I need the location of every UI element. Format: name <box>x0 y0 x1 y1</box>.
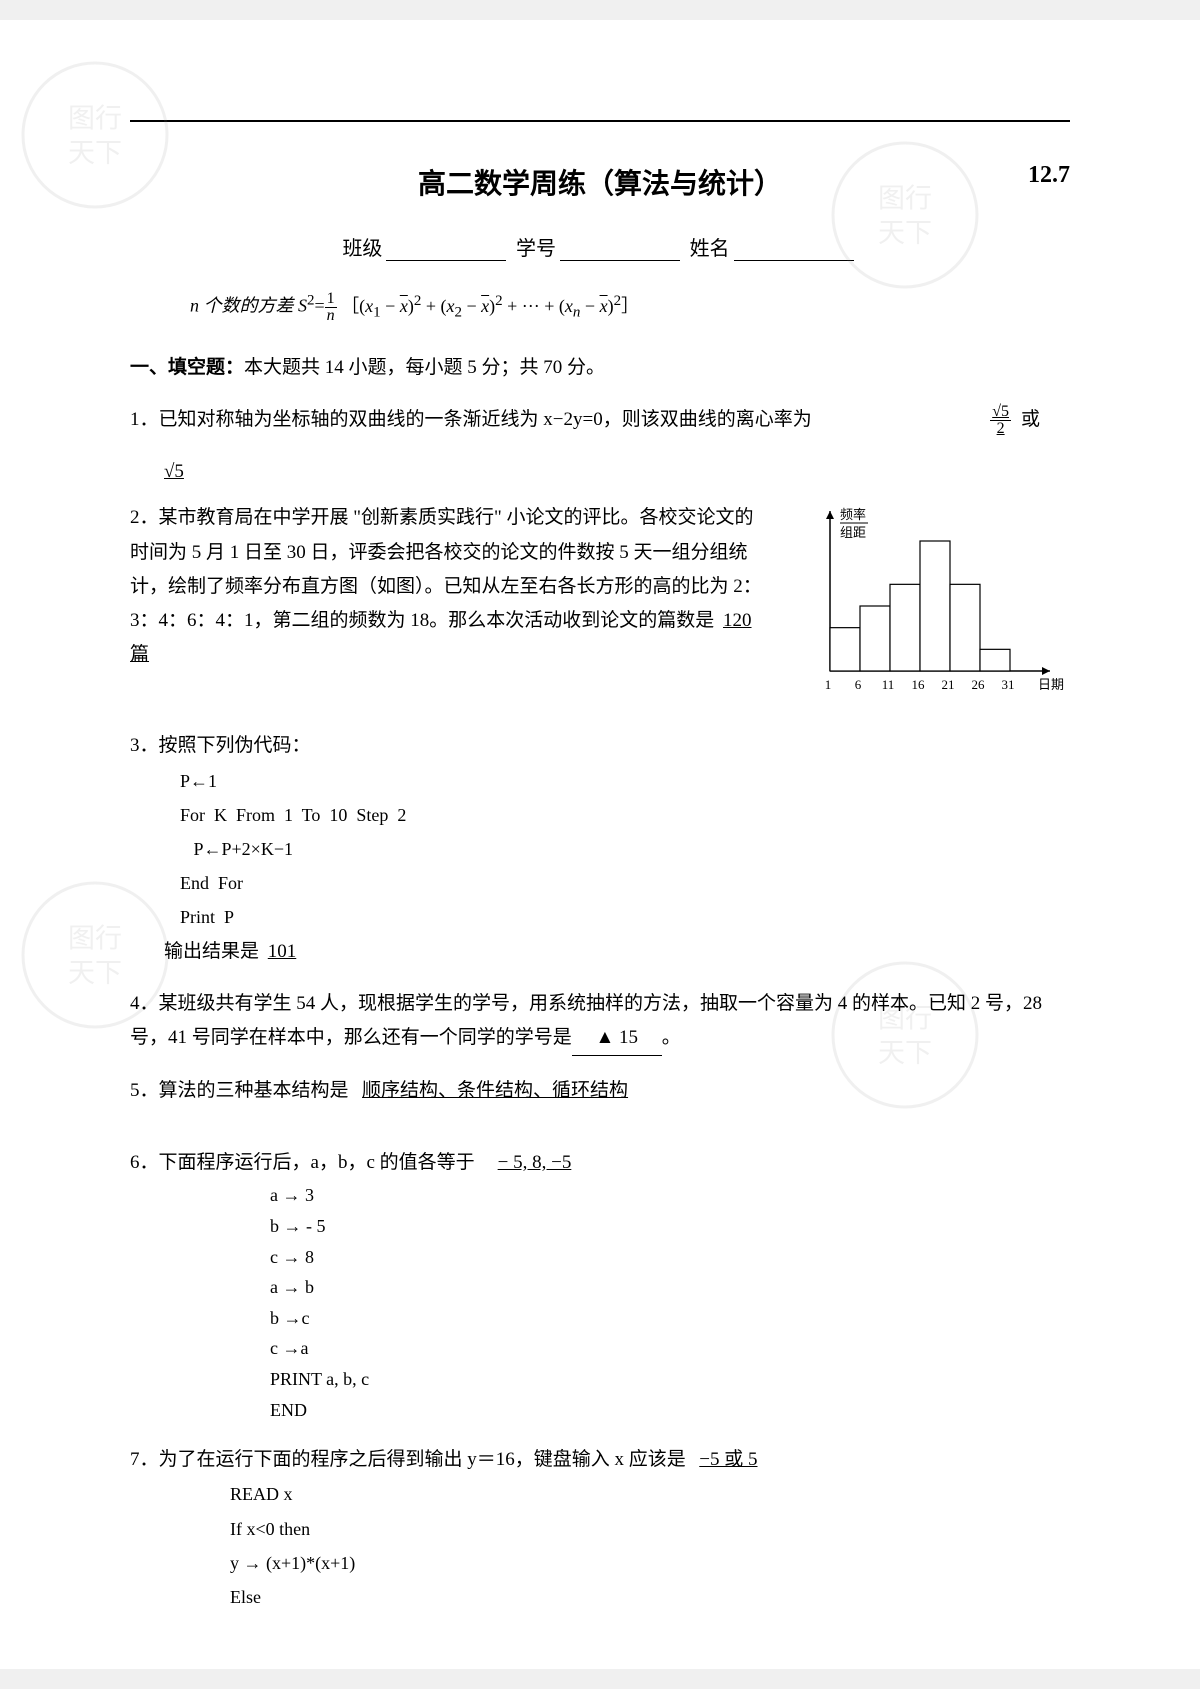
q1-or: 或 <box>1021 403 1040 437</box>
q2-number: 2． <box>130 501 159 535</box>
code-line: P←P+2×K−1 <box>180 832 1070 866</box>
section-1-heading: 一、填空题：本大题共 14 小题，每小题 5 分；共 70 分。 <box>130 352 1070 379</box>
student-info-row: 班级 学号 姓名 <box>130 232 1070 261</box>
code-line: b → - 5 <box>270 1211 1070 1242</box>
q2-text: 某市教育局在中学开展 "创新素质实践行" 小论文的评比。各校交论文的时间为 5 … <box>130 507 762 631</box>
q4-period: 。 <box>662 1027 681 1048</box>
section-desc: 本大题共 14 小题，每小题 5 分；共 70 分。 <box>244 357 605 378</box>
q6-code-block: a → 3b → - 5c → 8a → bb →cc →aPRINT a, b… <box>270 1180 1070 1425</box>
q7-answer: −5 或 5 <box>695 1449 761 1470</box>
q1-number: 1． <box>130 403 159 437</box>
question-1: 1．已知对称轴为坐标轴的双曲线的一条渐近线为 x−2y=0，则该双曲线的离心率为… <box>130 403 1070 437</box>
svg-text:天下: 天下 <box>68 138 122 168</box>
triangle-icon: ▲ <box>595 1027 614 1048</box>
svg-text:图行: 图行 <box>68 924 122 954</box>
svg-text:天下: 天下 <box>68 958 122 988</box>
q1-answer-b: √5 <box>164 455 184 489</box>
top-rule <box>130 120 1070 122</box>
formula-eq: = <box>315 296 325 316</box>
code-line: PRINT a, b, c <box>270 1364 1070 1395</box>
q1-ans-num: √5 <box>990 404 1011 421</box>
svg-text:16: 16 <box>912 677 926 692</box>
q5-number: 5． <box>130 1074 159 1108</box>
svg-text:31: 31 <box>1002 677 1015 692</box>
code-line: y → (x+1)*(x+1) <box>230 1546 1070 1580</box>
page-title: 高二数学周练（算法与统计） <box>418 162 782 202</box>
id-blank <box>560 237 680 261</box>
q1-answer-frac: √52 <box>986 404 1015 437</box>
class-blank <box>386 237 506 261</box>
svg-text:26: 26 <box>972 677 986 692</box>
q3-result-label: 输出结果是 <box>164 941 259 962</box>
question-4: 4．某班级共有学生 54 人，现根据学生的学号，用系统抽样的方法，抽取一个容量为… <box>130 987 1070 1056</box>
name-blank <box>734 237 854 261</box>
q4-answer: 15 <box>619 1027 638 1048</box>
svg-text:组距: 组距 <box>840 525 866 540</box>
histogram-svg: 频率组距日期161116212631 <box>790 491 1070 711</box>
question-7: 7．为了在运行下面的程序之后得到输出 y＝16，键盘输入 x 应该是 −5 或 … <box>130 1443 1070 1614</box>
frac-num: 1 <box>325 291 337 308</box>
q7-text: 为了在运行下面的程序之后得到输出 y＝16，键盘输入 x 应该是 <box>159 1449 686 1470</box>
svg-text:频率: 频率 <box>840 507 866 522</box>
q1-text: 已知对称轴为坐标轴的双曲线的一条渐近线为 x−2y=0，则该双曲线的离心率为 <box>159 409 812 430</box>
question-5: 5．算法的三种基本结构是 顺序结构、条件结构、循环结构 <box>130 1074 1070 1108</box>
q1-answer-b-row: √5 <box>164 455 1070 489</box>
section-label: 一、填空题： <box>130 357 244 378</box>
name-label: 姓名 <box>690 238 730 260</box>
q5-text: 算法的三种基本结构是 <box>159 1080 349 1101</box>
histogram-chart: 频率组距日期161116212631 <box>790 491 1070 711</box>
q7-code-block: READ xIf x<0 then y → (x+1)*(x+1)Else <box>230 1477 1070 1614</box>
q6-answer: − 5, 8, −5 <box>494 1152 576 1173</box>
question-2: 2．某市教育局在中学开展 "创新素质实践行" 小论文的评比。各校交论文的时间为 … <box>130 501 1070 711</box>
q1-ans-den: 2 <box>990 421 1011 437</box>
q5-answer: 顺序结构、条件结构、循环结构 <box>358 1080 632 1101</box>
q6-text: 下面程序运行后，a，b，c 的值各等于 <box>159 1152 475 1173</box>
formula-body: ［(x1 − x)2 + (x2 − x)2 + ··· + (xn − x)2… <box>341 296 639 316</box>
frac-den: n <box>325 308 337 324</box>
code-line: Print P <box>180 900 1070 934</box>
q4-answer-blank: ▲ 15 <box>572 1021 662 1056</box>
svg-text:11: 11 <box>882 677 895 692</box>
q7-number: 7． <box>130 1443 159 1477</box>
code-line: READ x <box>230 1477 1070 1511</box>
q4-number: 4． <box>130 987 159 1021</box>
date-label: 12.7 <box>1028 162 1070 189</box>
svg-text:21: 21 <box>942 677 955 692</box>
question-3: 3．按照下列伪代码： P←1For K From 1 To 10 Step 2 … <box>130 729 1070 968</box>
svg-text:1: 1 <box>825 677 832 692</box>
q3-number: 3． <box>130 729 159 763</box>
code-line: P←1 <box>180 764 1070 798</box>
code-line: a → 3 <box>270 1180 1070 1211</box>
svg-text:日期: 日期 <box>1038 677 1064 692</box>
q6-number: 6． <box>130 1146 159 1180</box>
code-line: Else <box>230 1580 1070 1614</box>
svg-text:6: 6 <box>855 677 862 692</box>
code-line: b →c <box>270 1303 1070 1334</box>
formula-sup: 2 <box>307 293 315 309</box>
code-line: If x<0 then <box>230 1512 1070 1546</box>
q3-result-row: 输出结果是 101 <box>164 935 1070 969</box>
code-line: End For <box>180 866 1070 900</box>
code-line: For K From 1 To 10 Step 2 <box>180 798 1070 832</box>
id-label: 学号 <box>516 238 556 260</box>
question-6: 6．下面程序运行后，a，b，c 的值各等于 − 5, 8, −5 a → 3b … <box>130 1146 1070 1425</box>
q1-answer: √52或 <box>986 403 1040 437</box>
code-line: END <box>270 1395 1070 1426</box>
q3-answer: 101 <box>264 941 301 962</box>
title-row: 高二数学周练（算法与统计） 12.7 <box>130 162 1070 202</box>
q3-text: 按照下列伪代码： <box>159 735 311 756</box>
formula-fraction: 1n <box>325 291 337 324</box>
code-line: a → b <box>270 1272 1070 1303</box>
variance-formula: n 个数的方差 S2=1n ［(x1 − x)2 + (x2 − x)2 + ·… <box>190 291 1070 324</box>
code-line: c →a <box>270 1333 1070 1364</box>
q2-text-block: 2．某市教育局在中学开展 "创新素质实践行" 小论文的评比。各校交论文的时间为 … <box>130 501 770 711</box>
document-page: 图行天下 图行天下 图行天下 图行天下 高二数学周练（算法与统计） 12.7 班… <box>0 20 1200 1669</box>
code-line: c → 8 <box>270 1242 1070 1273</box>
formula-prefix: n 个数的方差 S <box>190 296 307 316</box>
svg-text:图行: 图行 <box>68 104 122 134</box>
q3-code-block: P←1For K From 1 To 10 Step 2 P←P+2×K−1En… <box>180 764 1070 935</box>
class-label: 班级 <box>342 238 382 260</box>
